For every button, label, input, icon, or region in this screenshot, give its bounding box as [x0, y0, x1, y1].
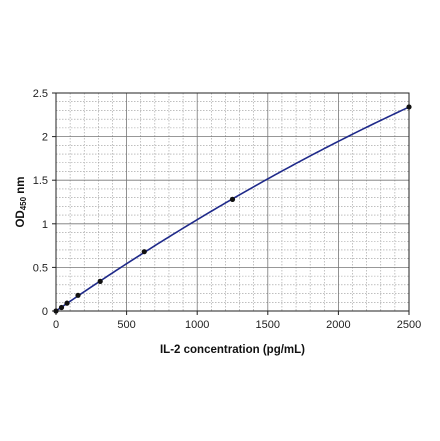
y-tick-label: 2	[42, 132, 48, 144]
data-point	[64, 300, 70, 306]
x-tick-label: 500	[117, 319, 135, 331]
y-tick-label: 0.5	[33, 262, 48, 274]
plot-frame	[55, 92, 410, 312]
y-axis-title: OD450 nm	[15, 176, 28, 227]
x-tick-label: 0	[53, 319, 59, 331]
data-point	[97, 278, 103, 284]
data-point	[75, 292, 81, 298]
y-tick-label: 1.5	[33, 175, 48, 187]
grid-minor	[56, 93, 409, 311]
data-point	[53, 308, 59, 314]
y-axis-ticks: 0 0.5 1 1.5 2 2.5	[33, 88, 56, 318]
data-point	[406, 104, 412, 110]
fit-curve	[55, 106, 410, 312]
y-tick-label: 0	[42, 306, 48, 318]
data-point	[229, 196, 236, 202]
x-axis-title: IL-2 concentration (pg/mL)	[160, 344, 305, 356]
y-axis-title-subscript: 450	[19, 196, 28, 210]
y-tick-label: 1	[42, 219, 48, 231]
x-tick-label: 2000	[326, 319, 350, 331]
x-tick-label: 2500	[397, 319, 421, 331]
y-axis-title-unit: nm	[15, 176, 27, 196]
x-tick-label: 1000	[185, 319, 209, 331]
grid-major	[56, 93, 409, 311]
y-axis-title-main: OD	[15, 210, 27, 227]
data-point	[141, 249, 147, 255]
data-points	[53, 104, 412, 314]
y-tick-label: 2.5	[33, 88, 48, 100]
x-tick-label: 1500	[256, 319, 280, 331]
x-axis-ticks: 0 500 1000 1500 2000 2500	[53, 311, 421, 331]
data-point	[58, 304, 65, 311]
